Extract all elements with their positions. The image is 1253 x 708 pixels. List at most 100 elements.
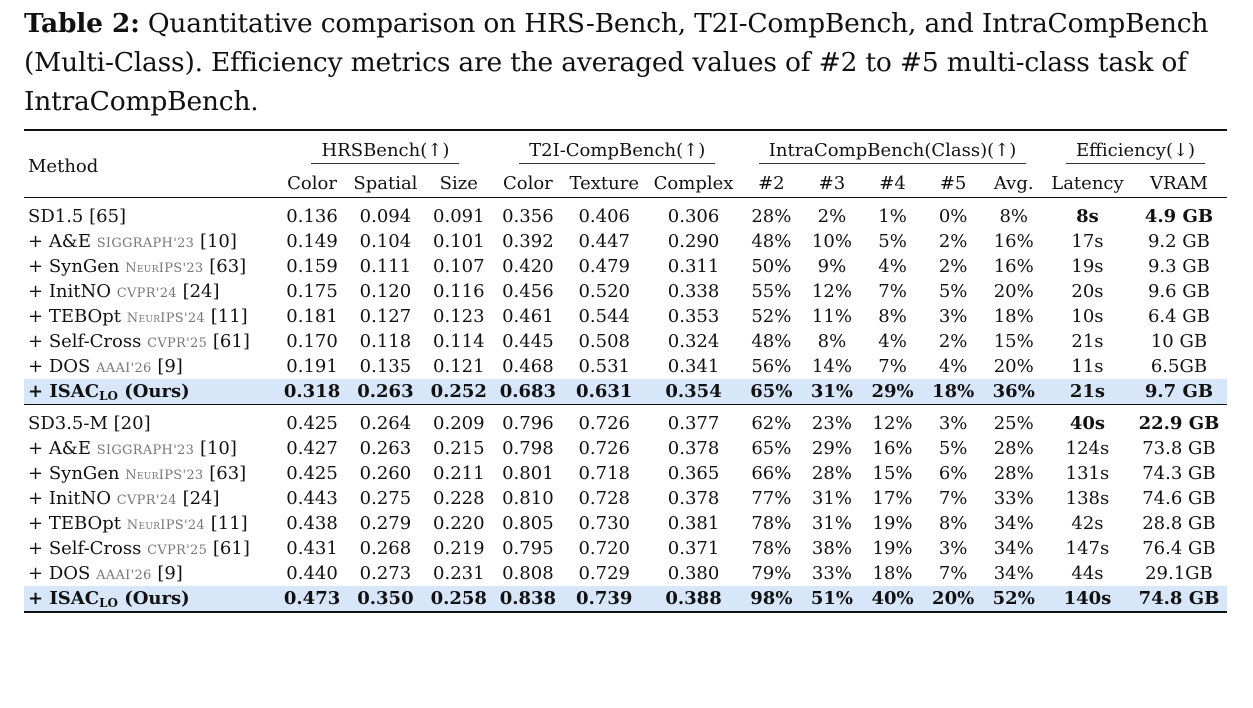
value-cell: 0.114 [433,331,485,352]
value-cell: 4% [878,331,907,352]
table-row: + TEBOpt NeurIPS'24 [11] 0.438 0.279 0.220 0… [24,511,1227,536]
value-cell: 0.159 [286,256,338,277]
value-cell: 0.427 [286,438,338,459]
method-cell: + Self-Cross CVPR'25 [61] [24,329,278,354]
value-cell: 0.798 [502,438,554,459]
value-cell: 0.311 [667,256,720,277]
value-cell: 66% [751,463,792,484]
value-cell: 0.720 [578,538,630,559]
method-prefix: + [28,380,50,402]
table-row: + InitNO CVPR'24 [24] 0.175 0.120 0.116 0.45… [24,279,1227,304]
value-cell: 0.730 [578,513,630,534]
value-cell: 79% [751,563,792,584]
value-cell: 0.324 [667,331,720,352]
method-prefix: + [28,331,49,352]
value-cell: 29% [811,438,852,459]
value-cell: 10% [811,231,852,252]
value-cell: 18% [993,306,1034,327]
method-venue: CVPR'25 [147,543,208,558]
method-name: ISAC [49,380,100,402]
value-cell: 78% [751,513,792,534]
value-cell: 17% [872,488,913,509]
value-cell: 28% [811,463,852,484]
method-venue: AAAI'26 [96,568,152,583]
method-name: Self-Cross [48,538,142,559]
value-cell: 98% [741,586,802,613]
value-cell: 10s [1071,306,1104,327]
method-reference: [9] [157,563,183,584]
value-cell: 18% [922,379,984,405]
value-cell: 0.461 [502,306,554,327]
value-cell: 21s [1071,331,1104,352]
value-cell: 40% [862,586,923,613]
value-cell: 44s [1071,563,1104,584]
column-header: Latency [1051,172,1124,194]
method-prefix: + [28,513,49,534]
method-cell: + A&E SIGGRAPH'23 [10] [24,436,278,461]
value-cell: 22.9 GB [1130,404,1227,436]
value-cell: 140s [1044,586,1131,613]
value-cell: 9.2 GB [1147,231,1210,252]
method-cell: SD1.5 [65] [24,197,278,229]
value-cell: 0.729 [578,563,630,584]
method-suffix: (Ours) [117,587,190,609]
value-cell: 0.275 [359,488,412,509]
value-cell: 0.377 [646,404,742,436]
value-cell: 16% [872,438,913,459]
table-row: SD3.5-M [20] 0.425 0.264 0.209 0.796 0.726 0.3… [24,404,1227,436]
value-cell: 0.306 [646,197,742,229]
value-cell: 5% [878,231,907,252]
method-name: SD3.5-M [28,413,108,434]
value-cell: 28% [993,438,1034,459]
value-cell: 124s [1065,438,1110,459]
column-header: Color [502,172,553,194]
method-name: SynGen [48,463,120,484]
value-cell: 0.420 [502,256,554,277]
value-cell: 0.810 [502,488,554,509]
value-cell: 9.6 GB [1147,281,1210,302]
value-cell: 0.531 [578,356,630,377]
value-cell: 20s [1071,281,1104,302]
method-prefix: + [28,306,49,327]
method-name: InitNO [48,281,112,302]
method-subscript: LO [99,388,118,403]
value-cell: 0.116 [433,281,485,302]
value-cell: 3% [938,306,968,327]
value-cell: 147s [1065,538,1110,559]
value-cell: 0.356 [493,197,563,229]
table-row-ours: + ISACLO (Ours) 0.473 0.350 0.258 0.838 0.739… [24,586,1227,613]
table-row: SD1.5 [65] 0.136 0.094 0.091 0.356 0.406 0.306… [24,197,1227,229]
value-cell: 0.808 [502,563,554,584]
value-cell: 11s [1071,356,1104,377]
value-cell: 14% [811,356,852,377]
method-prefix: + [28,231,49,252]
method-name: SynGen [48,256,120,277]
method-prefix: + [28,463,49,484]
method-reference: [63] [209,463,247,484]
value-cell: 48% [751,231,792,252]
value-cell: 0.290 [667,231,720,252]
value-cell: 8% [983,197,1045,229]
value-cell: 0.726 [562,404,647,436]
column-header: Color [287,172,337,194]
value-cell: 20% [922,586,984,613]
value-cell: 7% [878,356,907,377]
column-header: VRAM [1149,172,1208,194]
value-cell: 0.392 [502,231,554,252]
value-cell: 34% [993,563,1034,584]
value-cell: 0.468 [502,356,554,377]
value-cell: 0.211 [433,463,485,484]
value-cell: 0.341 [667,356,720,377]
value-cell: 8% [817,331,847,352]
column-header: #3 [818,172,846,194]
value-cell: 0.726 [578,438,630,459]
value-cell: 31% [801,379,863,405]
value-cell: 0.219 [433,538,485,559]
method-reference: [10] [199,231,237,252]
value-cell: 0.191 [286,356,338,377]
value-cell: 25% [983,404,1045,436]
method-cell: + DOS AAAI'26 [9] [24,354,278,379]
value-cell: 16% [993,231,1034,252]
value-cell: 0.252 [424,379,494,405]
value-cell: 0.268 [359,538,412,559]
